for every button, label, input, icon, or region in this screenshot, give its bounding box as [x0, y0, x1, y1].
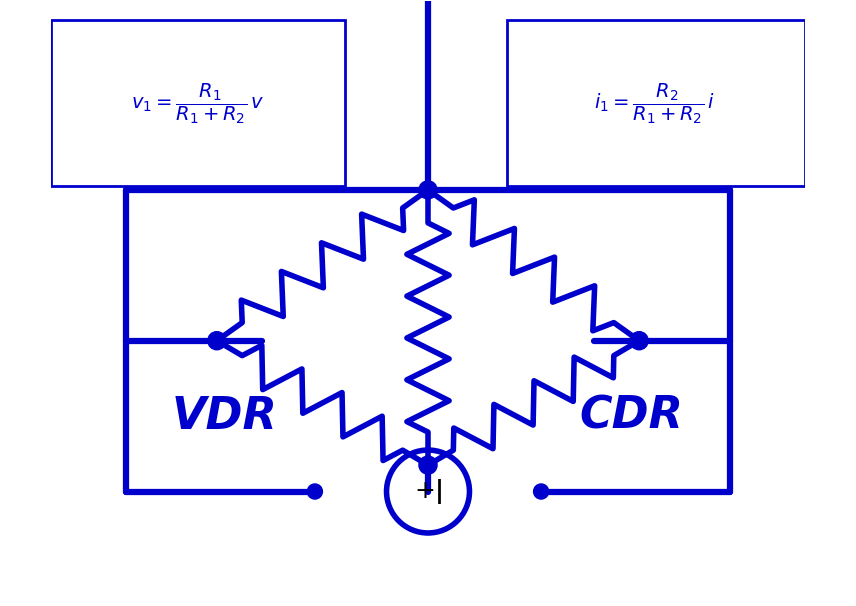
Text: VDR: VDR — [171, 395, 277, 438]
Circle shape — [307, 484, 323, 499]
Circle shape — [533, 484, 549, 499]
Text: $v_1 = \dfrac{R_1}{R_1 + R_2}\,v$: $v_1 = \dfrac{R_1}{R_1 + R_2}\,v$ — [131, 81, 265, 125]
Text: CDR: CDR — [580, 395, 684, 438]
Circle shape — [208, 331, 226, 350]
Text: $i_1 = \dfrac{R_2}{R_1 + R_2}\,i$: $i_1 = \dfrac{R_2}{R_1 + R_2}\,i$ — [594, 81, 715, 125]
Circle shape — [419, 181, 437, 199]
Circle shape — [630, 331, 648, 350]
FancyBboxPatch shape — [51, 20, 345, 186]
FancyBboxPatch shape — [507, 20, 805, 186]
Text: $+\mathbf{|}$: $+\mathbf{|}$ — [413, 477, 443, 506]
Circle shape — [419, 456, 437, 474]
